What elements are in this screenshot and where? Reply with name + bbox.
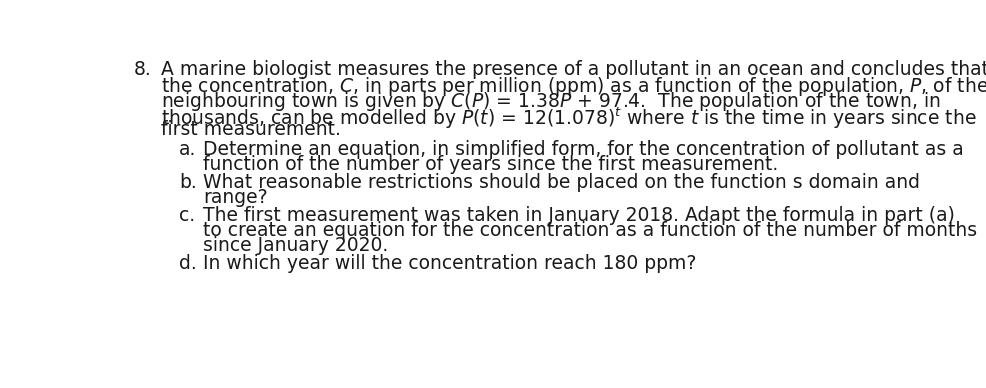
Text: a.: a. [179,140,196,159]
Text: d.: d. [179,255,197,274]
Text: function of the number of years since the first measurement.: function of the number of years since th… [203,155,778,174]
Text: b.: b. [179,173,197,192]
Text: neighbouring town is given by $\mathit{C}$($\mathit{P}$) = 1.38$\mathit{P}$ + 97: neighbouring town is given by $\mathit{C… [161,90,940,113]
Text: Determine an equation, in simplified form, for the concentration of pollutant as: Determine an equation, in simplified for… [203,140,963,159]
Text: the concentration, $\mathit{C}$, in parts per million (ppm) as a function of the: the concentration, $\mathit{C}$, in part… [161,75,986,99]
Text: 8.: 8. [134,61,152,80]
Text: range?: range? [203,188,267,207]
Text: to create an equation for the concentration as a function of the number of month: to create an equation for the concentrat… [203,221,976,240]
Text: In which year will the concentration reach 180 ppm?: In which year will the concentration rea… [203,255,696,274]
Text: A marine biologist measures the presence of a pollutant in an ocean and conclude: A marine biologist measures the presence… [161,61,986,80]
Text: What reasonable restrictions should be placed on the function s domain and: What reasonable restrictions should be p… [203,173,919,192]
Text: since January 2020.: since January 2020. [203,236,388,255]
Text: The first measurement was taken in January 2018. Adapt the formula in part (a): The first measurement was taken in Janua… [203,206,954,225]
Text: first measurement.: first measurement. [161,121,340,139]
Text: c.: c. [179,206,195,225]
Text: thousands, can be modelled by $\mathit{P}$($\mathit{t}$) = 12(1.078)$^{\mathit{t: thousands, can be modelled by $\mathit{P… [161,106,975,131]
